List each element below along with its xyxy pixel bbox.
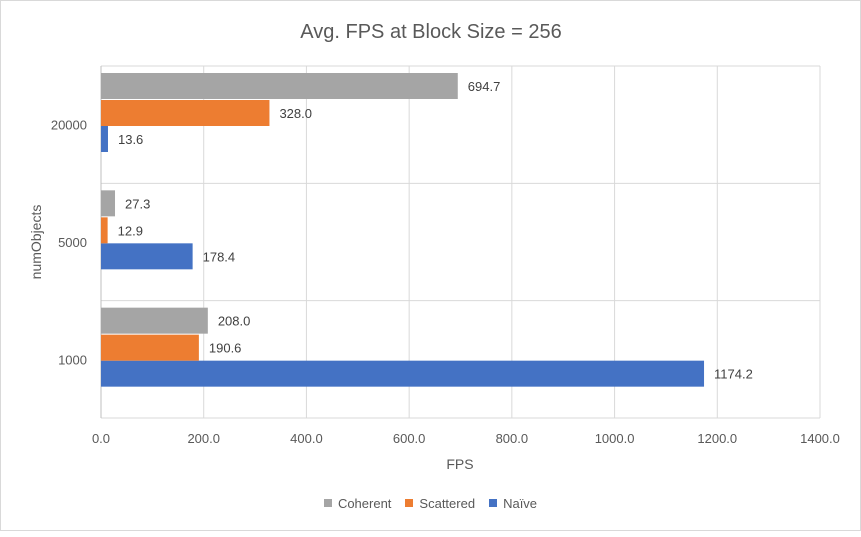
legend-item-coherent: Coherent (323, 496, 392, 511)
legend-label: Coherent (337, 496, 392, 511)
data-label: 13.6 (118, 132, 143, 147)
legend-label: Scattered (419, 496, 476, 511)
legend-swatch (489, 499, 498, 507)
bar-nave-1000 (101, 360, 705, 387)
data-label: 1174.2 (714, 367, 753, 382)
legend-swatch (405, 499, 414, 507)
x-tick-label: 600.0 (393, 431, 426, 446)
bar-coherent-20000 (101, 73, 458, 99)
x-tick-label: 1400.0 (800, 431, 840, 446)
legend-label: Naïve (503, 496, 538, 511)
x-tick-label: 0.0 (92, 431, 110, 446)
y-tick-label: 20000 (51, 118, 87, 133)
chart-title: Avg. FPS at Block Size = 256 (300, 21, 561, 43)
bar-coherent-5000 (101, 190, 116, 217)
x-tick-label: 1000.0 (595, 431, 635, 446)
y-tick-label: 5000 (58, 235, 87, 250)
bar-coherent-1000 (101, 307, 208, 334)
legend-item-scattered: Scattered (405, 496, 475, 511)
y-tick-label: 1000 (58, 352, 87, 367)
data-label: 27.3 (125, 196, 150, 211)
bar-nave-20000 (101, 126, 108, 152)
x-axis-title: FPS (446, 456, 473, 472)
data-label: 12.9 (118, 223, 143, 238)
x-tick-label: 800.0 (496, 431, 529, 446)
legend: Coherent Scattered Naïve (0, 496, 861, 511)
data-label: 190.6 (209, 341, 242, 356)
data-label: 208.0 (218, 314, 251, 329)
bar-scattered-5000 (101, 217, 108, 244)
data-label: 328.0 (279, 106, 312, 121)
bar-scattered-1000 (101, 334, 199, 361)
legend-swatch (323, 499, 332, 507)
legend-item-nave: Naïve (489, 496, 537, 511)
bar-nave-5000 (101, 243, 193, 270)
data-label: 178.4 (203, 249, 236, 264)
bar-scattered-20000 (101, 100, 270, 126)
x-tick-label: 400.0 (290, 431, 323, 446)
data-label: 694.7 (468, 79, 501, 94)
x-tick-label: 200.0 (187, 431, 220, 446)
y-axis-title: numObjects (28, 205, 44, 280)
x-tick-label: 1200.0 (697, 431, 737, 446)
